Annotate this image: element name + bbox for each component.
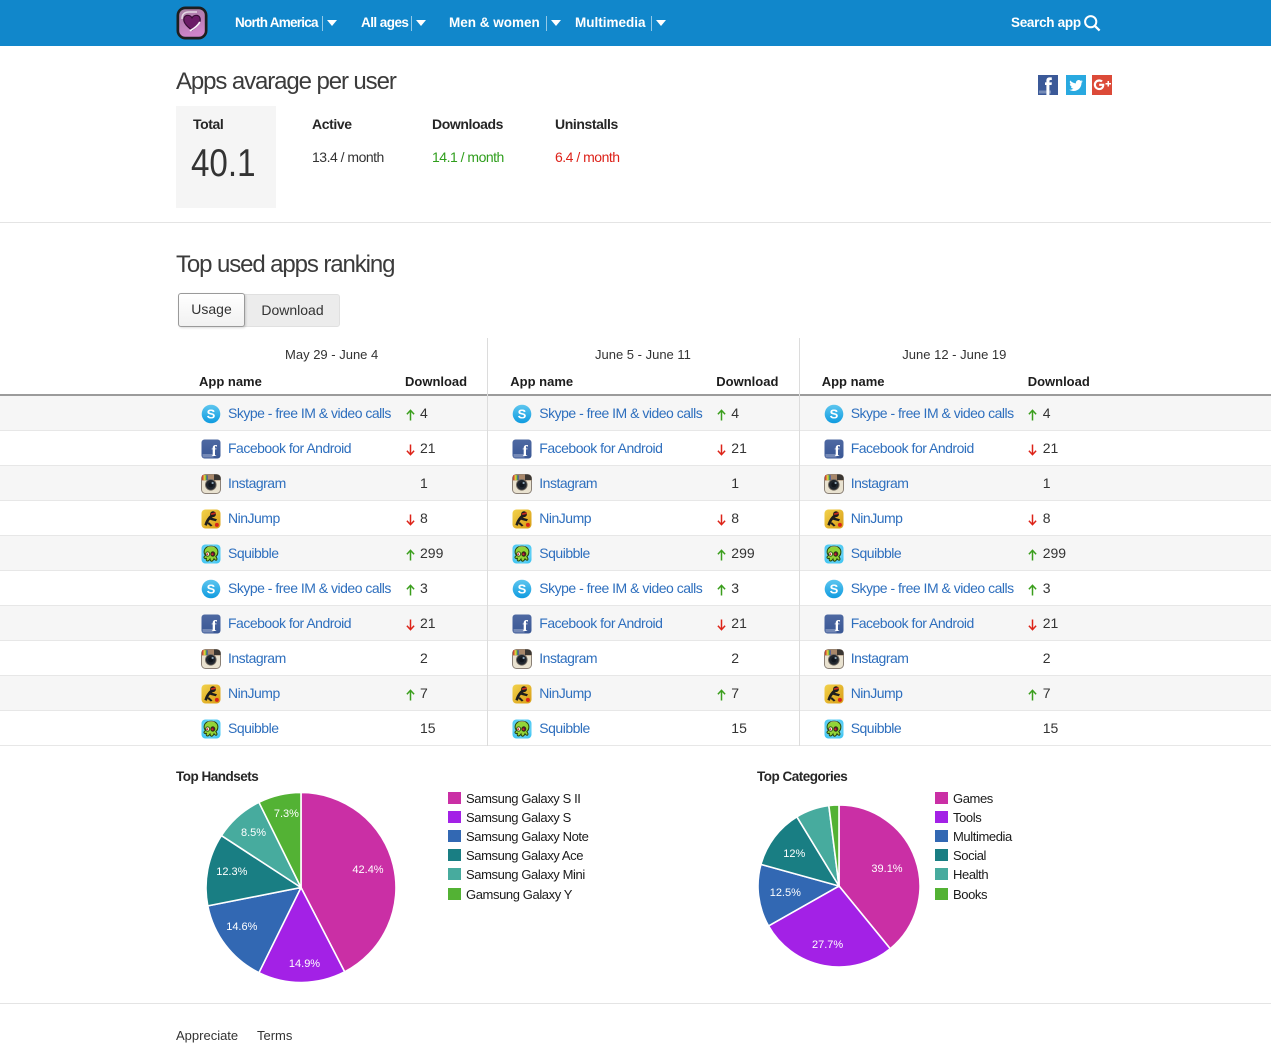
svg-text:S: S bbox=[518, 582, 527, 597]
svg-text:f: f bbox=[523, 443, 529, 459]
svg-text:f: f bbox=[523, 618, 529, 634]
svg-text:S: S bbox=[207, 407, 216, 422]
svg-text:f: f bbox=[212, 618, 218, 634]
svg-text:f: f bbox=[834, 618, 840, 634]
svg-text:f: f bbox=[834, 443, 840, 459]
svg-text:S: S bbox=[518, 407, 527, 422]
svg-text:f: f bbox=[212, 443, 218, 459]
svg-text:S: S bbox=[829, 407, 838, 422]
svg-text:S: S bbox=[207, 582, 216, 597]
svg-text:S: S bbox=[829, 582, 838, 597]
